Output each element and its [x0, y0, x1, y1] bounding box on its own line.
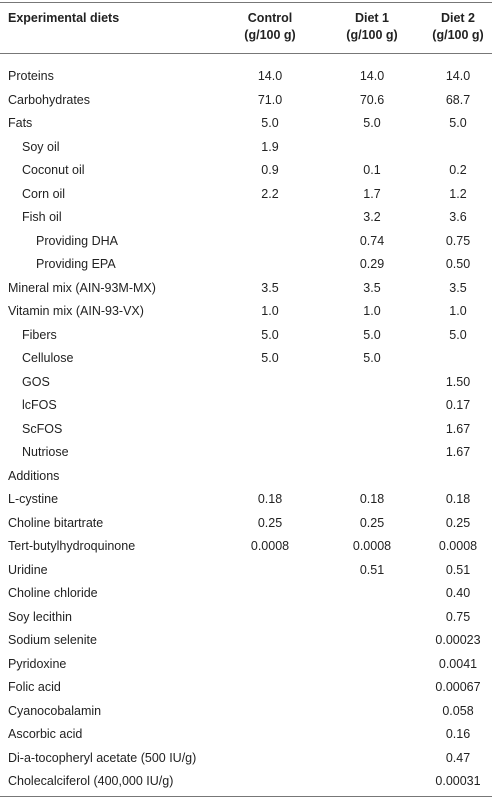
value-cell: 0.40: [445, 586, 471, 600]
value-cell: 0.25: [257, 515, 283, 530]
row-label: Choline bitartrate: [8, 515, 104, 530]
row-label: Soy oil: [22, 139, 60, 154]
row-label: Choline chloride: [8, 586, 98, 600]
value-cell: 0.16: [445, 727, 471, 741]
row-label: Cyanocobalamin: [8, 703, 102, 718]
value-cell: 5.0: [261, 351, 279, 365]
value-cell: 0.51: [359, 562, 385, 577]
row-label: Carbohydrates: [8, 92, 90, 107]
header-cell: (g/100 g): [244, 28, 296, 42]
value-cell: 0.00031: [435, 774, 481, 788]
value-cell: 0.17: [445, 398, 471, 412]
value-cell: 0.51: [445, 562, 471, 577]
value-cell: 3.5: [449, 280, 467, 295]
value-cell: 1.9: [261, 139, 279, 154]
row-label: Corn oil: [22, 186, 66, 201]
value-cell: 5.0: [261, 116, 279, 130]
value-cell: 0.74: [359, 233, 385, 248]
value-cell: 0.18: [445, 492, 471, 506]
value-cell: 1.67: [445, 421, 471, 436]
value-cell: 0.1: [363, 163, 381, 177]
value-cell: 14.0: [445, 69, 471, 83]
value-cell: 1.7: [363, 186, 381, 201]
row-label: Additions: [8, 468, 60, 483]
value-cell: 5.0: [449, 116, 467, 130]
value-cell: 0.25: [359, 515, 385, 530]
row-label: Uridine: [8, 562, 48, 577]
value-cell: 0.058: [442, 703, 474, 718]
value-cell: 70.6: [359, 92, 385, 107]
value-cell: 3.6: [449, 210, 467, 224]
row-label: Pyridoxine: [8, 656, 67, 671]
header-cell: Diet 2: [440, 11, 476, 25]
value-cell: 0.18: [257, 492, 283, 506]
row-label: Providing DHA: [36, 233, 118, 248]
row-label: Cholecalciferol (400,000 IU/g): [8, 774, 174, 788]
value-cell: 3.5: [261, 280, 279, 295]
row-label: Fish oil: [22, 210, 62, 224]
bottom-rule: [0, 796, 492, 797]
value-cell: 0.2: [449, 163, 467, 177]
value-cell: 0.9: [261, 163, 279, 177]
header-cell: Diet 1: [354, 11, 390, 25]
header-cell: (g/100 g): [432, 28, 484, 42]
value-cell: 0.29: [359, 257, 385, 271]
value-cell: 1.0: [261, 304, 279, 318]
value-cell: 0.0008: [438, 539, 478, 553]
value-cell: 14.0: [257, 69, 283, 83]
row-label: Sodium selenite: [8, 633, 97, 647]
row-label: Coconut oil: [22, 163, 85, 177]
value-cell: 5.0: [261, 327, 279, 342]
row-label: lcFOS: [22, 398, 57, 412]
value-cell: 3.5: [363, 280, 381, 295]
row-label: Cellulose: [22, 351, 74, 365]
value-cell: 1.50: [445, 374, 471, 389]
value-cell: 0.18: [359, 492, 385, 506]
value-cell: 3.2: [363, 210, 381, 224]
row-label: Fats: [8, 116, 33, 130]
row-label: Soy lecithin: [8, 609, 72, 624]
row-label: Folic acid: [8, 680, 61, 694]
value-cell: 1.0: [449, 304, 467, 318]
value-cell: 1.2: [449, 186, 467, 201]
value-cell: 5.0: [363, 351, 381, 365]
value-cell: 14.0: [359, 69, 385, 83]
header-rule: [0, 53, 492, 54]
value-cell: 5.0: [363, 116, 381, 130]
value-cell: 1.67: [445, 445, 471, 459]
header-cell: (g/100 g): [346, 28, 398, 42]
value-cell: 0.25: [445, 515, 471, 530]
row-label: Ascorbic acid: [8, 727, 83, 741]
value-cell: 0.00067: [435, 680, 481, 694]
row-label: ScFOS: [22, 421, 63, 436]
value-cell: 68.7: [445, 92, 471, 107]
value-cell: 0.0008: [352, 539, 392, 553]
row-label: Tert-butylhydroquinone: [8, 539, 136, 553]
value-cell: 0.50: [445, 257, 471, 271]
row-label: Nutriose: [22, 445, 69, 459]
value-cell: 0.0041: [438, 656, 478, 671]
row-label: Proteins: [8, 69, 54, 83]
value-cell: 0.00023: [435, 633, 481, 647]
value-cell: 1.0: [363, 304, 381, 318]
header-cell: Experimental diets: [8, 11, 120, 25]
row-label: Vitamin mix (AIN-93-VX): [8, 304, 144, 318]
row-label: L-cystine: [8, 492, 59, 506]
row-label: GOS: [22, 374, 50, 389]
value-cell: 71.0: [257, 92, 283, 107]
row-label: Fibers: [22, 327, 57, 342]
header-cell: Control: [247, 11, 293, 25]
value-cell: 0.47: [445, 750, 471, 765]
value-cell: 2.2: [261, 186, 279, 201]
value-cell: 0.0008: [250, 539, 290, 553]
value-cell: 0.75: [445, 233, 471, 248]
value-cell: 5.0: [363, 327, 381, 342]
value-cell: 5.0: [449, 327, 467, 342]
top-rule: [0, 2, 492, 3]
value-cell: 0.75: [445, 609, 471, 624]
row-label: Di-a-tocopheryl acetate (500 IU/g): [8, 750, 197, 765]
row-label: Providing EPA: [36, 257, 116, 271]
row-label: Mineral mix (AIN-93M-MX): [8, 280, 156, 295]
